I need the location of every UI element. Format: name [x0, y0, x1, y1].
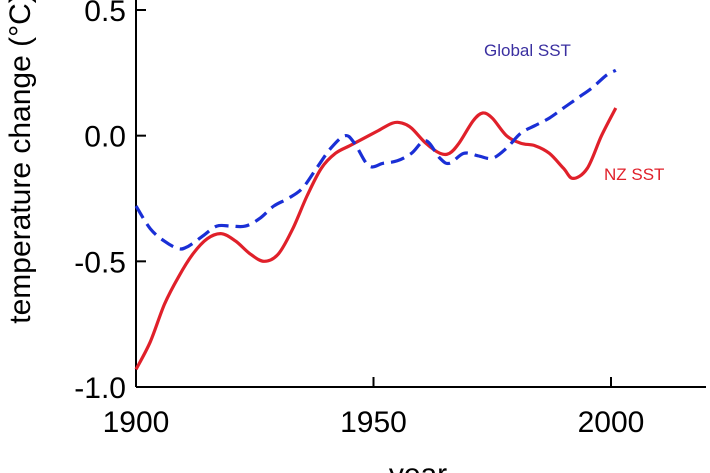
y-tick-label: 0.0 — [84, 121, 126, 154]
x-tick-label: 2000 — [578, 406, 645, 439]
x-tick-label: 1950 — [340, 406, 407, 439]
series — [134, 68, 618, 371]
series-line-global-sst — [134, 68, 617, 251]
y-tick-label: -1.0 — [74, 372, 126, 405]
series-label-global-sst: Global SST — [484, 41, 571, 60]
y-tick-label: -0.5 — [74, 246, 126, 279]
labels: year temperature change (°C) Global SST … — [4, 0, 664, 473]
x-tick-label: 1900 — [103, 406, 170, 439]
y-tick-label: 0.5 — [84, 0, 126, 28]
x-axis-title: year — [389, 458, 447, 473]
axes — [135, 0, 706, 388]
series-label-nz-sst: NZ SST — [604, 165, 664, 184]
series-line-nz-sst — [134, 107, 618, 371]
y-axis-title: temperature change (°C) — [4, 0, 37, 324]
